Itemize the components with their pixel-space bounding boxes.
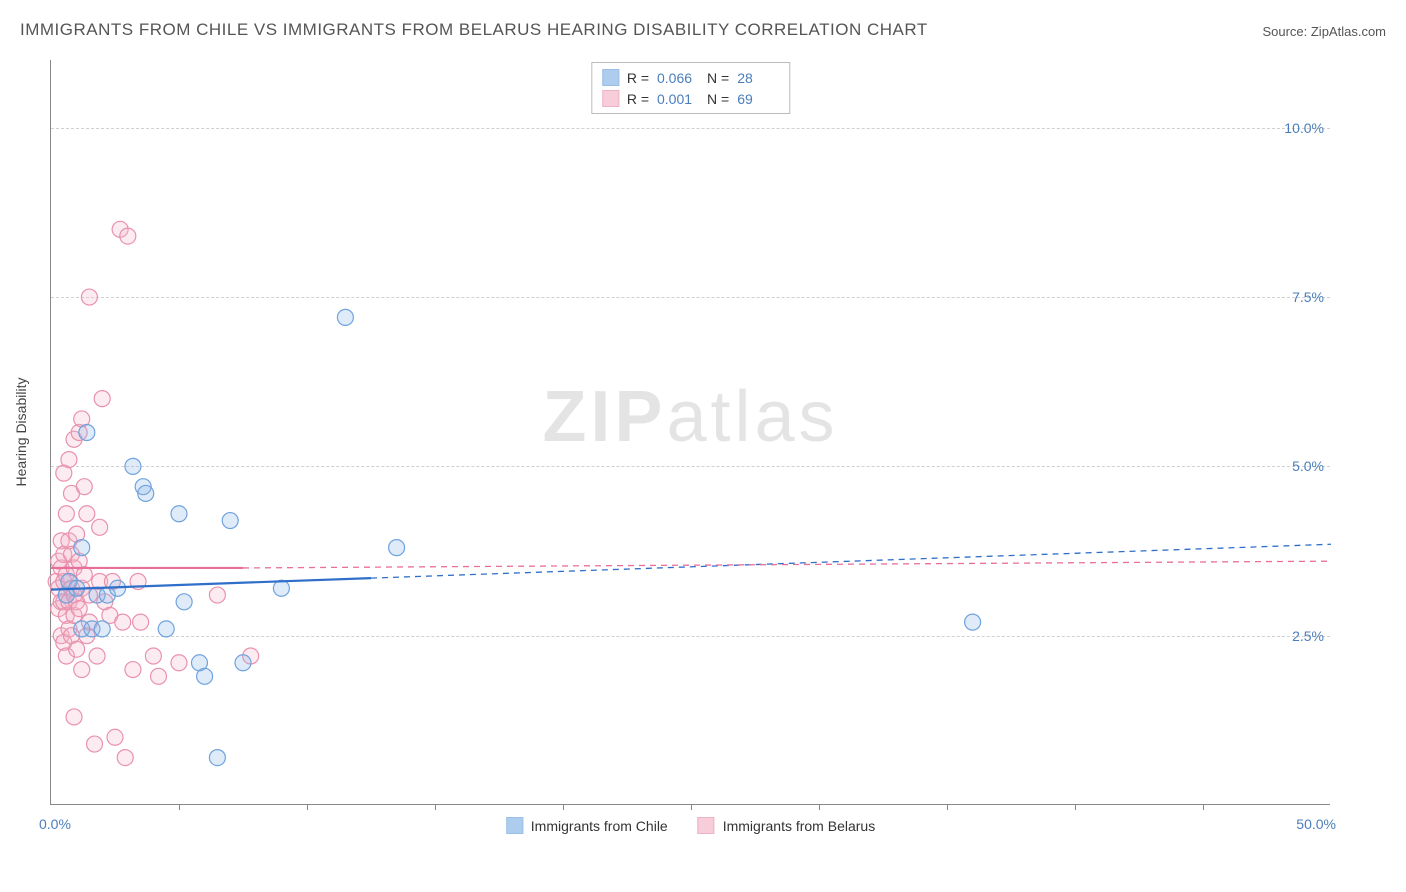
stat-r-label: R =: [627, 70, 649, 86]
scatter-point: [965, 614, 981, 630]
x-tick: [691, 804, 692, 810]
scatter-point: [222, 513, 238, 529]
scatter-point: [273, 580, 289, 596]
scatter-point: [171, 655, 187, 671]
scatter-point: [176, 594, 192, 610]
scatter-point: [79, 506, 95, 522]
scatter-point: [125, 458, 141, 474]
series-label: Immigrants from Belarus: [723, 818, 875, 834]
correlation-legend: R = 0.066 N = 28 R = 0.001 N = 69: [591, 62, 790, 114]
scatter-point: [74, 662, 90, 678]
scatter-point: [120, 228, 136, 244]
scatter-point: [151, 668, 167, 684]
series-legend-item: Immigrants from Chile: [506, 817, 668, 834]
series-legend-item: Immigrants from Belarus: [698, 817, 875, 834]
x-tick: [563, 804, 564, 810]
x-tick: [947, 804, 948, 810]
scatter-point: [66, 709, 82, 725]
y-axis-title: Hearing Disability: [13, 378, 29, 487]
scatter-point: [58, 506, 74, 522]
scatter-point: [235, 655, 251, 671]
stat-r-value: 0.066: [657, 70, 699, 86]
plot-svg: [51, 60, 1330, 804]
x-origin-label: 0.0%: [39, 816, 71, 832]
scatter-point: [209, 750, 225, 766]
stat-n-label: N =: [707, 70, 729, 86]
scatter-point: [76, 479, 92, 495]
scatter-point: [117, 750, 133, 766]
scatter-point: [125, 662, 141, 678]
scatter-point: [158, 621, 174, 637]
plot-area: Hearing Disability ZIPatlas R = 0.066 N …: [50, 60, 1330, 805]
scatter-point: [138, 485, 154, 501]
scatter-point: [115, 614, 131, 630]
scatter-point: [209, 587, 225, 603]
stat-n-value: 28: [737, 70, 779, 86]
scatter-point: [81, 289, 97, 305]
scatter-point: [171, 506, 187, 522]
legend-swatch-chile: [506, 817, 523, 834]
scatter-point: [94, 391, 110, 407]
scatter-point: [94, 621, 110, 637]
stat-r-value: 0.001: [657, 91, 699, 107]
correlation-legend-row: R = 0.066 N = 28: [602, 67, 779, 88]
scatter-point: [337, 309, 353, 325]
legend-swatch-belarus: [698, 817, 715, 834]
stat-n-label: N =: [707, 91, 729, 107]
x-tick: [435, 804, 436, 810]
scatter-point: [107, 729, 123, 745]
x-tick: [307, 804, 308, 810]
trendline-extension: [243, 561, 1331, 568]
chart-title: IMMIGRANTS FROM CHILE VS IMMIGRANTS FROM…: [20, 20, 928, 40]
scatter-point: [61, 452, 77, 468]
legend-swatch-chile: [602, 69, 619, 86]
scatter-point: [389, 540, 405, 556]
x-tick: [1203, 804, 1204, 810]
scatter-point: [87, 736, 103, 752]
scatter-point: [69, 641, 85, 657]
correlation-legend-row: R = 0.001 N = 69: [602, 88, 779, 109]
x-tick: [179, 804, 180, 810]
stat-n-value: 69: [737, 91, 779, 107]
trendline-extension: [371, 544, 1331, 578]
scatter-point: [133, 614, 149, 630]
source-label: Source: ZipAtlas.com: [1262, 24, 1386, 39]
scatter-point: [145, 648, 161, 664]
scatter-point: [71, 601, 87, 617]
stat-r-label: R =: [627, 91, 649, 107]
x-tick: [819, 804, 820, 810]
x-max-label: 50.0%: [1296, 816, 1336, 832]
scatter-point: [89, 648, 105, 664]
scatter-point: [79, 425, 95, 441]
x-tick: [1075, 804, 1076, 810]
scatter-point: [74, 540, 90, 556]
series-legend: Immigrants from Chile Immigrants from Be…: [506, 817, 875, 834]
legend-swatch-belarus: [602, 90, 619, 107]
scatter-point: [92, 519, 108, 535]
scatter-point: [197, 668, 213, 684]
series-label: Immigrants from Chile: [531, 818, 668, 834]
